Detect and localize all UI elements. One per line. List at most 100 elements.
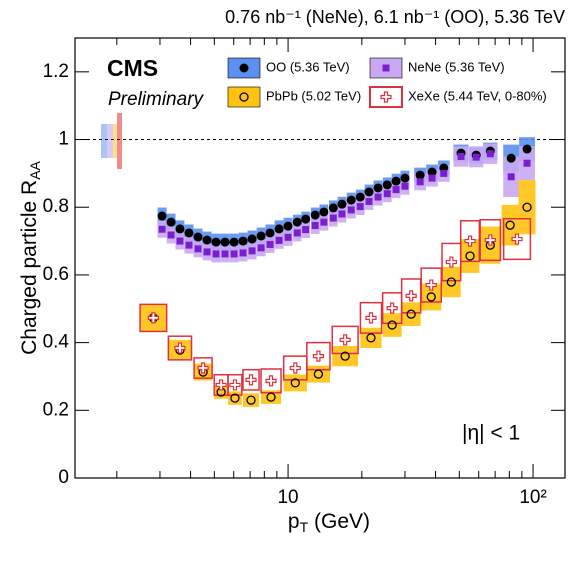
point — [428, 174, 436, 182]
sys-box — [442, 266, 461, 298]
sys-box — [167, 335, 193, 361]
point — [364, 187, 374, 197]
point — [416, 178, 424, 186]
sys-box — [460, 239, 480, 273]
point — [265, 228, 275, 238]
sys-box — [479, 219, 502, 262]
point — [230, 250, 238, 258]
sys-box — [360, 327, 382, 349]
point — [257, 244, 265, 252]
point — [387, 320, 397, 330]
point — [373, 183, 383, 193]
point — [506, 153, 516, 163]
y-axis-label-sub: AA — [27, 160, 43, 179]
point — [245, 374, 257, 386]
point — [166, 217, 176, 227]
y-axis-label-main: Charged particle R — [18, 180, 41, 355]
point — [465, 251, 475, 261]
point — [340, 351, 350, 361]
point — [311, 222, 319, 230]
point — [440, 169, 448, 177]
point — [292, 217, 302, 227]
point — [274, 224, 284, 234]
point — [328, 203, 338, 213]
point — [185, 241, 193, 249]
point — [215, 379, 227, 391]
legend-label: PbPb (5.02 TeV) — [266, 88, 361, 103]
sys-box — [501, 204, 519, 246]
point — [176, 237, 184, 245]
point — [212, 250, 220, 258]
x-axis-label-main: p — [288, 510, 300, 533]
point — [265, 375, 277, 387]
point — [229, 237, 239, 247]
point — [290, 378, 300, 388]
points — [147, 144, 532, 405]
y-tick-label: 0.8 — [43, 196, 69, 217]
sys-box — [502, 217, 532, 261]
sys-box — [421, 283, 442, 311]
sys-box — [420, 267, 443, 303]
point — [229, 379, 241, 391]
point — [472, 153, 480, 161]
sys-box — [227, 374, 243, 396]
point — [511, 233, 523, 245]
point — [283, 221, 293, 231]
point — [275, 236, 283, 244]
point — [256, 231, 266, 241]
point — [174, 342, 186, 354]
legend-marker — [239, 63, 249, 73]
sys-box — [459, 220, 481, 263]
point — [425, 279, 437, 291]
x-tick-label: 10² — [519, 487, 546, 508]
point — [386, 302, 398, 314]
point — [194, 245, 202, 253]
plot-frame — [74, 37, 566, 479]
point — [310, 210, 320, 220]
point — [457, 152, 465, 160]
y-tick-label: 0 — [58, 467, 69, 488]
point — [184, 228, 194, 238]
point — [157, 211, 167, 221]
sys-box — [401, 302, 421, 327]
point — [346, 195, 356, 205]
point — [365, 312, 377, 324]
point — [221, 250, 229, 258]
point — [445, 256, 457, 268]
point — [427, 167, 437, 177]
point — [355, 192, 365, 202]
legend-marker — [382, 64, 390, 72]
point — [313, 369, 324, 379]
normalization-boxes — [101, 113, 122, 169]
point — [312, 350, 325, 362]
point — [405, 290, 417, 302]
point — [400, 173, 410, 183]
point — [522, 202, 532, 212]
legend-marker — [380, 91, 392, 103]
x-axis-label-unit: (GeV) — [308, 510, 370, 533]
point — [230, 393, 240, 403]
point — [246, 395, 256, 405]
sys-box — [283, 374, 307, 392]
sys-box — [359, 301, 383, 334]
point — [366, 333, 376, 343]
point — [158, 225, 166, 233]
legend-label: OO (5.36 TeV) — [266, 59, 350, 74]
point — [167, 231, 175, 239]
sys-box — [332, 346, 359, 367]
x-tick-label: 10 — [277, 487, 298, 508]
point — [211, 237, 221, 247]
y-tick-label: 1.2 — [43, 61, 69, 82]
point — [406, 309, 416, 319]
point — [339, 334, 351, 346]
point — [374, 193, 382, 201]
point — [284, 233, 292, 241]
norm-box — [117, 113, 122, 169]
point — [220, 237, 230, 247]
point — [337, 199, 347, 209]
legend-marker — [239, 92, 249, 102]
point — [392, 186, 400, 194]
y-tick-label: 0.4 — [43, 332, 70, 353]
point — [197, 362, 209, 374]
sys-box — [242, 368, 260, 391]
